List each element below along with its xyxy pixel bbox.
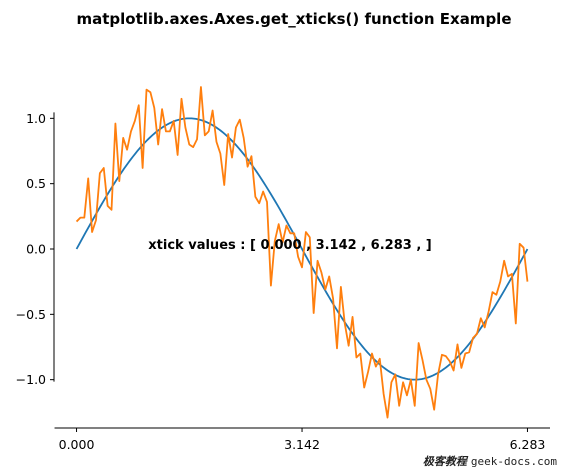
y-tick-label: −1.0 [16, 372, 46, 387]
chart-title: matplotlib.axes.Axes.get_xticks() functi… [77, 10, 512, 28]
watermark: 极客教程 geek-docs.com [423, 453, 557, 469]
x-tick-label: 0.000 [59, 437, 95, 452]
y-tick-label: −0.5 [16, 307, 46, 322]
xtick-values-annotation: xtick values : [ 0.000 , 3.142 , 6.283 ,… [148, 238, 431, 253]
sine-series-line [75, 117, 529, 381]
y-tick-label: 0.0 [26, 242, 46, 257]
axes [53, 112, 550, 429]
x-tick-label: 6.283 [510, 437, 546, 452]
x-tick-label: 3.142 [284, 437, 320, 452]
watermark-logo-text: 极客教程 [422, 455, 467, 468]
y-tick-label: 0.5 [26, 176, 46, 191]
y-tick-label: 1.0 [26, 111, 46, 126]
watermark-url: geek-docs.com [470, 455, 557, 468]
noisy-series-line [75, 86, 529, 419]
